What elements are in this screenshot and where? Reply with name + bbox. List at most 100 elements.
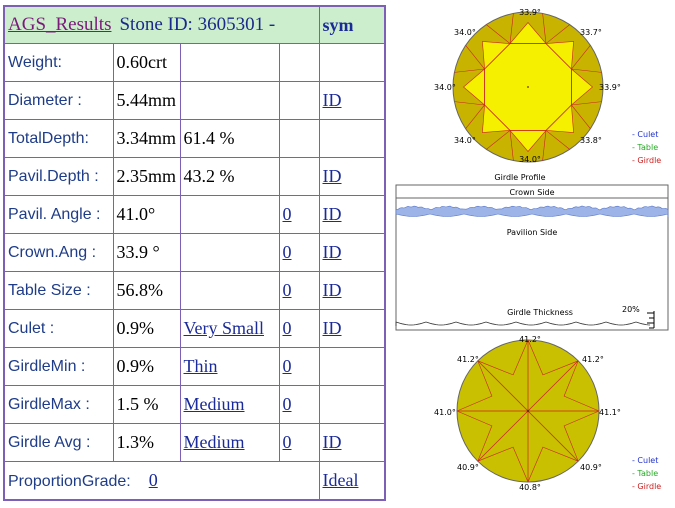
row-extra-cell — [179, 81, 280, 120]
row-value-cell: 56.8% — [112, 271, 181, 310]
row-id-link[interactable]: ID — [322, 90, 342, 110]
pavilion-angle-left: 41.0° — [434, 408, 456, 417]
legend-culet-2: - Culet — [632, 456, 658, 465]
pavilion-lower-girdle-line — [477, 339, 529, 376]
row-value: 0.9% — [116, 318, 155, 338]
pavilion-lower-girdle-line — [563, 410, 600, 462]
girdle-profile: Girdle Profile Crown Side Pavilion Side … — [395, 173, 669, 331]
row-zero-link[interactable]: 0 — [282, 204, 292, 224]
row-label: Pavil.Depth : — [8, 167, 99, 185]
pavilion-main-line — [477, 360, 529, 412]
ags-results-link[interactable]: AGS_Results — [8, 14, 112, 35]
results-table: AGS_Results Stone ID: 3605301 - sym Weigh… — [3, 5, 386, 501]
row-zero-link[interactable]: 0 — [282, 394, 292, 414]
row-label-cell: Culet : — [3, 309, 114, 348]
crown-facet-line — [454, 101, 485, 106]
crown-facet-line — [486, 24, 511, 44]
row-zero-link[interactable]: 0 — [282, 432, 292, 452]
legend-culet: - Culet — [632, 130, 658, 139]
row-zero-link-cell: 0 — [278, 195, 320, 234]
row-label: GirdleMax : — [8, 395, 90, 413]
row-id-link-cell: ID — [318, 271, 386, 310]
crown-angle-labels: 33.9° 34.0° 33.7° 34.0° 33.9° 34.0° 33.8… — [434, 8, 621, 164]
results-title-cell: AGS_Results Stone ID: 3605301 - — [3, 5, 320, 44]
row-id-link-cell — [318, 119, 386, 158]
proportion-grade-link[interactable]: 0 — [148, 470, 158, 490]
row-value-cell: 0.60crt — [112, 43, 181, 82]
row-zero-link-cell: 0 — [278, 309, 320, 348]
row-zero-link[interactable]: 0 — [282, 356, 292, 376]
row-grade-link[interactable]: Thin — [183, 356, 218, 376]
pavilion-angle-bottom-left: 40.9° — [457, 463, 479, 472]
pavilion-lower-girdle-line — [527, 339, 579, 376]
row-label-cell: Pavil. Angle : — [3, 195, 114, 234]
crown-facet-line — [454, 68, 485, 73]
row-label: Weight: — [8, 53, 62, 71]
row-value-cell: 0.9% — [112, 347, 181, 386]
crown-facet-line — [571, 45, 591, 70]
pavilion-lower-girdle-line — [527, 446, 579, 483]
proportion-grade-cell: ProportionGrade: 0 — [3, 461, 320, 501]
crown-angle-top-left: 34.0° — [454, 28, 476, 37]
row-id-link[interactable]: ID — [322, 204, 342, 224]
result-row: Weight: 0.60crt — [3, 43, 386, 82]
cut-grade-link[interactable]: Ideal — [322, 470, 359, 490]
row-label: Diameter : — [8, 91, 82, 109]
pavilion-main-line — [527, 360, 579, 412]
row-id-link[interactable]: ID — [322, 280, 342, 300]
row-zero-link[interactable]: 0 — [282, 280, 292, 300]
row-zero-link[interactable]: 0 — [282, 318, 292, 338]
pavilion-lower-girdle-line — [456, 360, 493, 412]
crown-facet-line — [545, 24, 570, 44]
proportion-grade-row: ProportionGrade: 0 Ideal — [3, 461, 386, 501]
row-value-cell: 41.0° — [112, 195, 181, 234]
row-id-link[interactable]: ID — [322, 432, 342, 452]
crown-angle-bottom: 34.0° — [519, 155, 541, 164]
proportion-grade-label: ProportionGrade: — [8, 473, 131, 490]
row-id-link-cell — [318, 385, 386, 424]
result-row: GirdleMax : 1.5 % Medium 0 — [3, 385, 386, 424]
row-extra: 61.4 % — [183, 128, 235, 148]
result-row: Crown.Ang : 33.9 ° 0 ID — [3, 233, 386, 272]
row-id-link-cell — [318, 347, 386, 386]
crown-angle-bottom-left: 34.0° — [454, 136, 476, 145]
row-label-cell: Diameter : — [3, 81, 114, 120]
crown-facet-line — [542, 130, 547, 161]
row-zero-link-cell: 0 — [278, 347, 320, 386]
row-label-cell: Crown.Ang : — [3, 233, 114, 272]
row-value: 5.44mm — [116, 90, 177, 110]
crown-angle-left: 34.0° — [434, 83, 456, 92]
row-extra-cell: 61.4 % — [179, 119, 280, 158]
crown-facet-line — [465, 104, 485, 129]
row-id-link-cell: ID — [318, 309, 386, 348]
row-value: 3.34mm — [116, 128, 177, 148]
result-row: TotalDepth: 3.34mm 61.4 % — [3, 119, 386, 158]
row-extra-cell — [179, 195, 280, 234]
row-grade-link-cell: Medium — [179, 385, 280, 424]
row-value: 2.35mm — [116, 166, 177, 186]
girdle-thickness-label: Girdle Thickness — [507, 308, 573, 317]
pavilion-main-line — [527, 410, 579, 462]
row-id-link-cell: ID — [318, 423, 386, 462]
row-label: Table Size : — [8, 281, 91, 299]
pavilion-lower-girdle-line — [456, 410, 493, 462]
row-id-link-cell: ID — [318, 195, 386, 234]
crown-legend: - Culet - Table - Girdle — [632, 130, 661, 165]
row-value-cell: 3.34mm — [112, 119, 181, 158]
cut-grade-cell: Ideal — [318, 461, 386, 501]
row-extra-cell — [179, 43, 280, 82]
pavilion-main-line — [477, 410, 529, 462]
row-extra-cell — [179, 271, 280, 310]
crown-facet-line — [571, 68, 602, 73]
row-grade-link[interactable]: Very Small — [183, 318, 265, 338]
row-zero-link[interactable]: 0 — [282, 242, 292, 262]
row-zero-link-cell: 0 — [278, 271, 320, 310]
row-id-link[interactable]: ID — [322, 242, 342, 262]
row-grade-link[interactable]: Medium — [183, 432, 245, 452]
row-label-cell: GirdleMin : — [3, 347, 114, 386]
row-id-link[interactable]: ID — [322, 318, 342, 338]
row-value-cell: 1.5 % — [112, 385, 181, 424]
row-grade-link[interactable]: Medium — [183, 394, 245, 414]
row-id-link[interactable]: ID — [322, 166, 342, 186]
row-zero-link-cell: 0 — [278, 423, 320, 462]
